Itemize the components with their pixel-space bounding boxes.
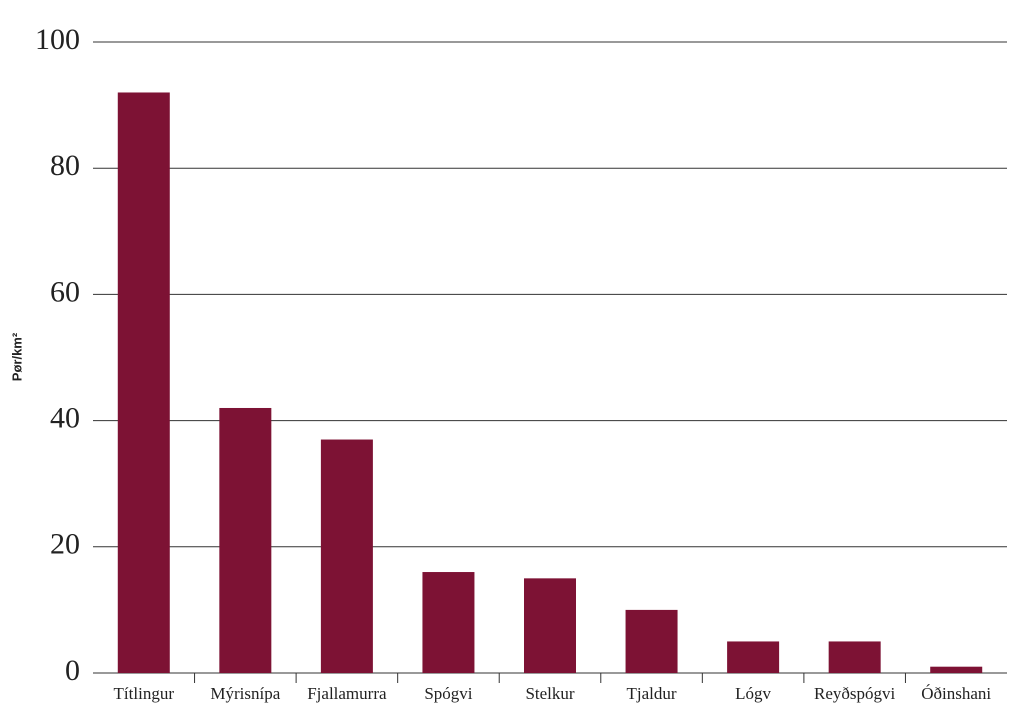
bar xyxy=(727,641,780,673)
x-tick-label: Reyðspógvi xyxy=(814,684,896,703)
y-tick-label: 60 xyxy=(50,275,80,308)
x-tick-label: Stelkur xyxy=(525,684,574,703)
bar xyxy=(828,641,881,673)
bar xyxy=(625,609,678,673)
x-tick-label: Óðinshani xyxy=(921,684,991,703)
bar xyxy=(219,407,272,673)
x-tick-label: Mýrisnípa xyxy=(210,684,280,703)
bar xyxy=(320,439,373,673)
x-tick-label: Títlingur xyxy=(114,684,175,703)
bar xyxy=(422,572,475,673)
bar xyxy=(524,578,576,673)
x-tick-label: Spógvi xyxy=(424,684,472,703)
x-tick-label: Lógv xyxy=(735,684,771,703)
x-tick-label: Tjaldur xyxy=(627,684,677,703)
bar xyxy=(930,666,983,673)
y-tick-label: 40 xyxy=(50,401,80,434)
x-tick-label: Fjallamurra xyxy=(307,684,387,703)
y-tick-label: 0 xyxy=(65,654,80,687)
y-axis-label: Pør/km² xyxy=(9,332,24,381)
y-tick-label: 20 xyxy=(50,528,80,561)
y-tick-label: 100 xyxy=(35,23,80,56)
bar xyxy=(117,92,170,674)
y-tick-label: 80 xyxy=(50,149,80,182)
